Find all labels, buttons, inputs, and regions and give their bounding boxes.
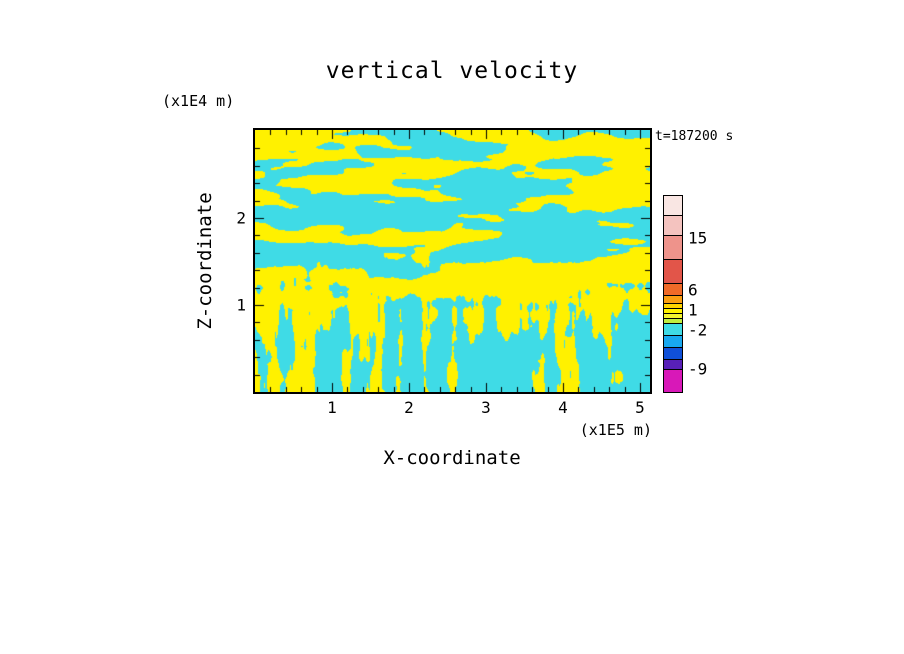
colorbar-segment bbox=[664, 260, 682, 284]
colorbar-segment bbox=[664, 309, 682, 314]
colorbar-segment bbox=[664, 284, 682, 296]
velocity-field-canvas bbox=[255, 130, 650, 392]
colorbar-segment bbox=[664, 360, 682, 370]
colorbar-segment bbox=[664, 324, 682, 336]
colorbar-level-label: -2 bbox=[688, 320, 708, 340]
y-tick-label: 1 bbox=[236, 295, 246, 315]
colorbar-segment bbox=[664, 314, 682, 319]
colorbar-segment bbox=[664, 296, 682, 304]
chart-title: vertical velocity bbox=[325, 58, 579, 84]
x-tick-label: 5 bbox=[635, 398, 645, 417]
colorbar-segment bbox=[664, 216, 682, 236]
colorbar-segment bbox=[664, 370, 682, 392]
x-axis-unit-label: (x1E5 m) bbox=[579, 421, 652, 439]
colorbar-level-label: 15 bbox=[688, 228, 708, 248]
x-tick-label: 2 bbox=[404, 398, 414, 417]
y-tick-label: 2 bbox=[236, 208, 246, 228]
y-axis-unit-label: (x1E4 m) bbox=[162, 92, 235, 110]
x-axis-title: X-coordinate bbox=[383, 447, 521, 469]
x-tick-label: 1 bbox=[327, 398, 337, 417]
colorbar-segment bbox=[664, 319, 682, 324]
plot-area bbox=[253, 128, 652, 394]
x-tick-label: 4 bbox=[558, 398, 568, 417]
y-axis-title: Z-coordinate bbox=[194, 192, 216, 330]
colorbar-segment bbox=[664, 348, 682, 360]
colorbar-segment bbox=[664, 196, 682, 216]
colorbar-level-label: -9 bbox=[688, 359, 708, 379]
colorbar bbox=[663, 195, 683, 393]
colorbar-level-label: 6 bbox=[688, 280, 698, 300]
colorbar-level-label: 1 bbox=[688, 300, 698, 320]
x-tick-label: 3 bbox=[481, 398, 491, 417]
colorbar-segment bbox=[664, 336, 682, 348]
colorbar-segment bbox=[664, 304, 682, 309]
colorbar-segment bbox=[664, 236, 682, 260]
time-annotation: t=187200 s bbox=[655, 129, 734, 144]
